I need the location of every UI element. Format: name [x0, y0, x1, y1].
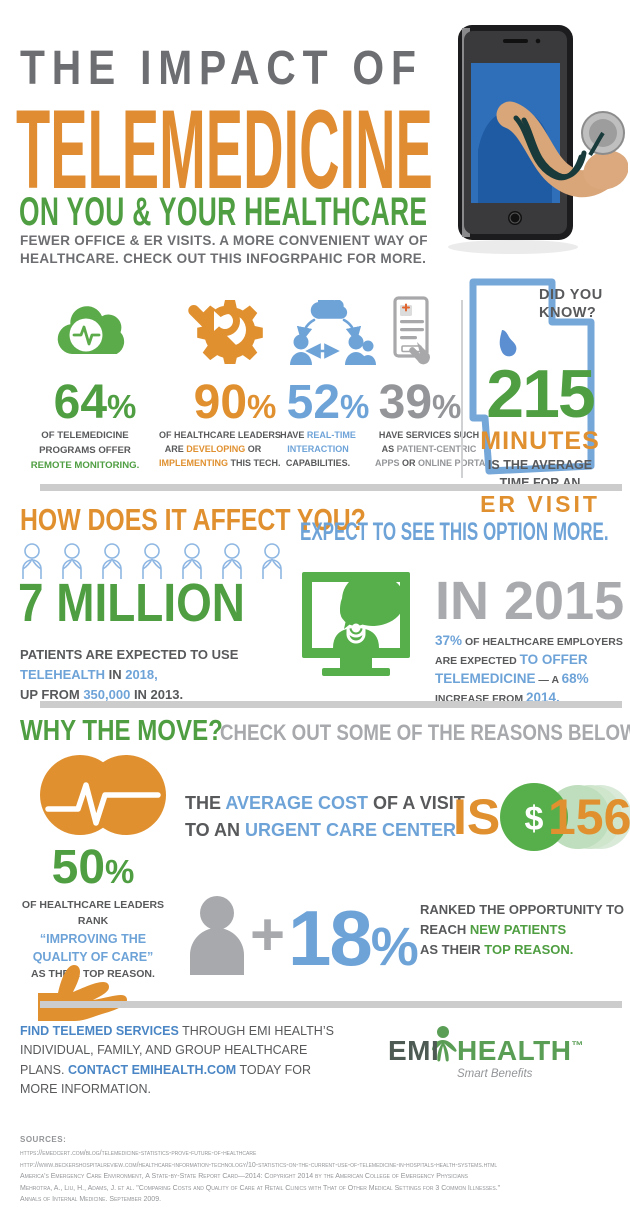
svg-text:$: $: [525, 800, 544, 838]
